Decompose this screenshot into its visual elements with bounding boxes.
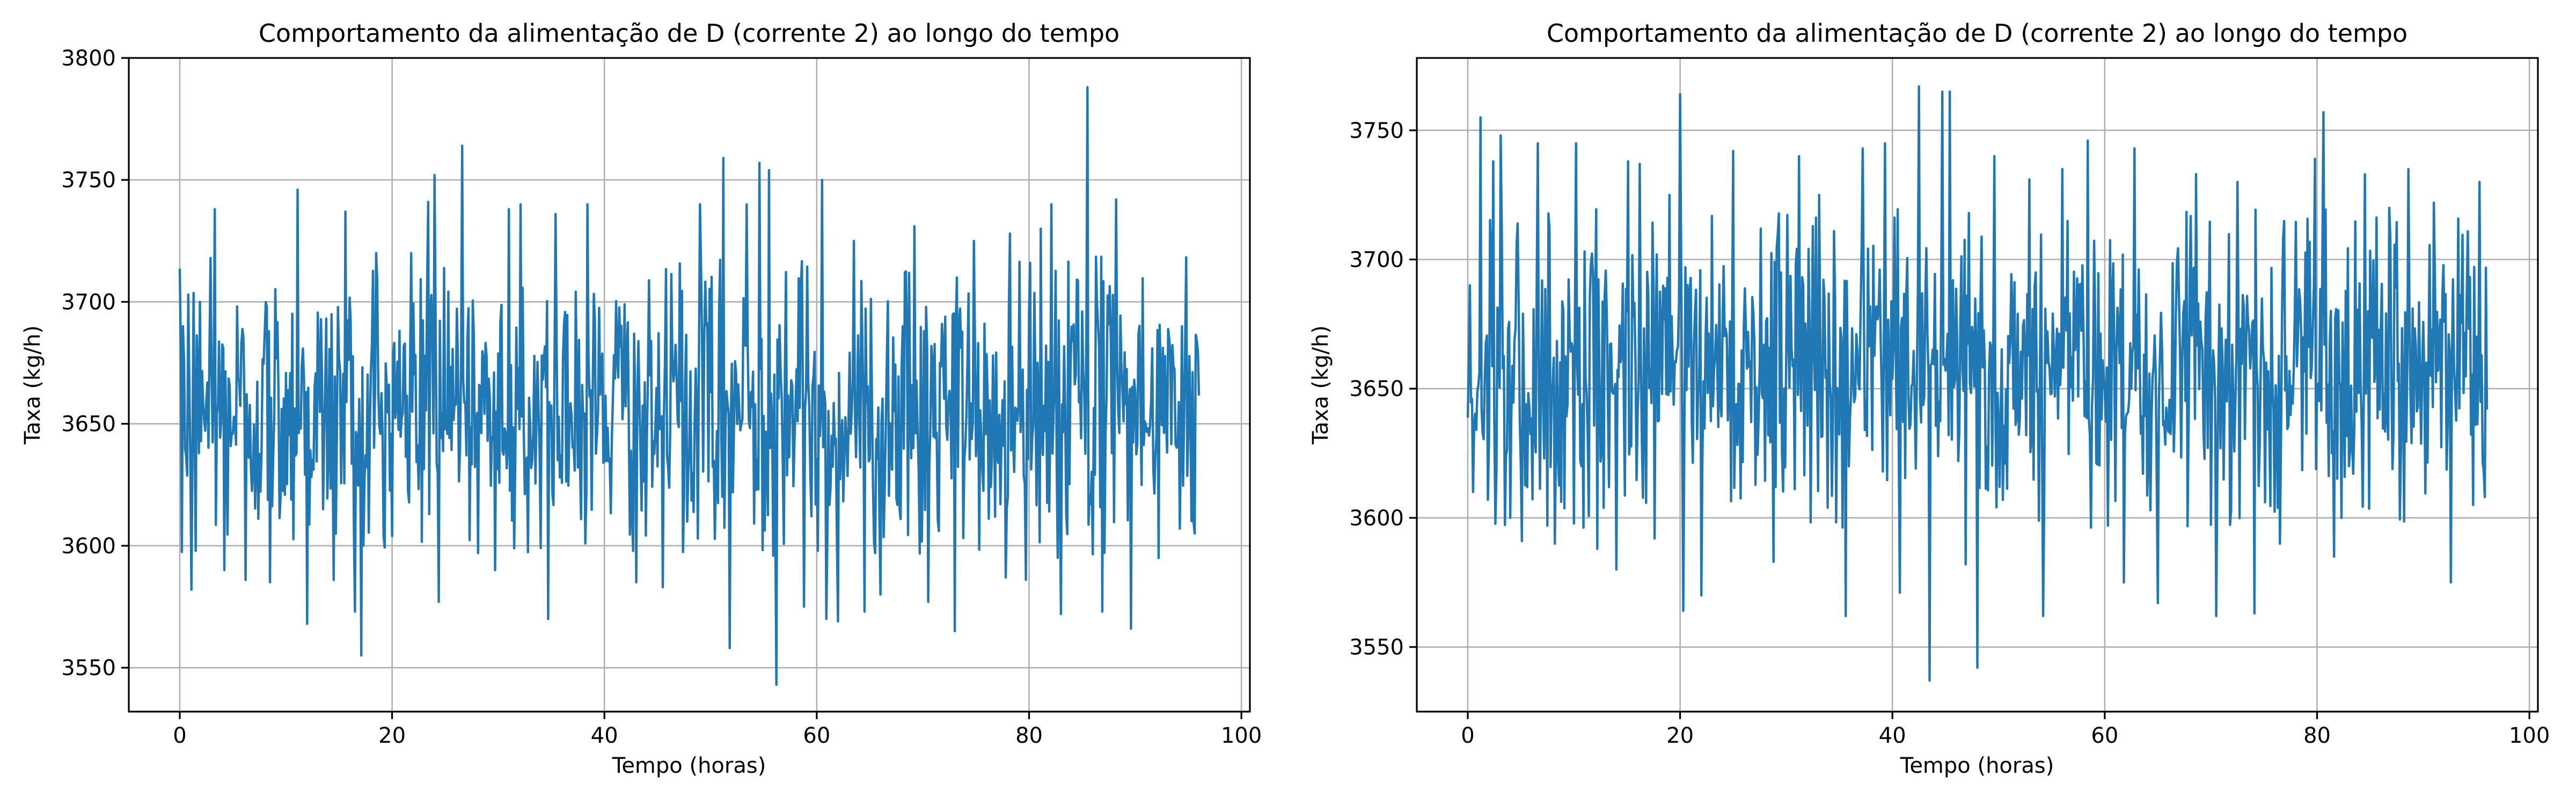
x-axis-label: Tempo (horas) [612, 753, 766, 778]
y-axis-label: Taxa (kg/h) [20, 325, 45, 445]
x-tick-label: 20 [1666, 723, 1694, 748]
x-tick-label: 40 [591, 723, 618, 748]
x-tick-label: 20 [378, 723, 406, 748]
x-tick-label: 100 [1221, 723, 1262, 748]
x-tick-label: 0 [173, 723, 186, 748]
y-tick-label: 3550 [1349, 635, 1404, 660]
series-line-group [1466, 85, 2489, 682]
y-tick-label: 3550 [61, 656, 116, 680]
x-ticks: 0 20 40 60 80 100 [173, 712, 1262, 748]
y-tick-label: 3800 [61, 46, 116, 71]
chart-title: Comportamento da alimentação de D (corre… [259, 19, 1119, 48]
plot-frame [128, 57, 1251, 713]
y-tick-label: 3600 [61, 534, 116, 559]
x-axis-label: Tempo (horas) [1900, 753, 2054, 778]
y-tick-label: 3700 [61, 290, 116, 314]
chart-right: Comportamento da alimentação de D (corre… [1308, 19, 2550, 778]
y-tick-label: 3650 [61, 412, 116, 437]
y-ticks: 3550 3600 3650 3700 3750 [1349, 119, 1417, 660]
y-tick-label: 3600 [1349, 506, 1404, 531]
series-line-group [178, 86, 1201, 686]
chart-title: Comportamento da alimentação de D (corre… [1547, 19, 2407, 48]
y-tick-label: 3700 [1349, 248, 1404, 273]
x-ticks: 0 20 40 60 80 100 [1461, 712, 2550, 748]
x-tick-label: 40 [1879, 723, 1906, 748]
series-line [178, 86, 1201, 686]
y-axis-label: Taxa (kg/h) [1308, 325, 1333, 445]
x-tick-label: 100 [2509, 723, 2550, 748]
chart-left: Comportamento da alimentação de D (corre… [20, 19, 1262, 778]
x-tick-label: 60 [803, 723, 830, 748]
y-tick-label: 3750 [61, 168, 116, 193]
y-tick-label: 3650 [1349, 377, 1404, 401]
plot-frame [1416, 57, 2539, 713]
x-tick-label: 0 [1461, 723, 1474, 748]
x-tick-label: 80 [1015, 723, 1043, 748]
series-line [1466, 85, 2489, 682]
y-ticks: 3550 3600 3650 3700 3750 3800 [61, 46, 129, 680]
x-tick-label: 60 [2091, 723, 2118, 748]
x-tick-label: 80 [2303, 723, 2331, 748]
y-tick-label: 3750 [1349, 119, 1404, 143]
